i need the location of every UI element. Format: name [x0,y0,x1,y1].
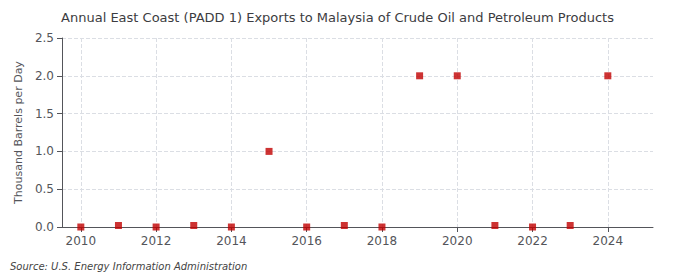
svg-text:Source: U.S. Energy Informatio: Source: U.S. Energy Information Administ… [10,261,247,272]
svg-text:Thousand Barrels per Day: Thousand Barrels per Day [12,61,25,205]
svg-text:2022: 2022 [517,234,548,248]
svg-text:2.0: 2.0 [35,69,54,83]
svg-text:2014: 2014 [216,234,247,248]
svg-text:2016: 2016 [291,234,322,248]
svg-text:2024: 2024 [593,234,624,248]
svg-text:2020: 2020 [442,234,473,248]
svg-text:2010: 2010 [66,234,97,248]
svg-text:1.5: 1.5 [35,107,54,121]
svg-text:2018: 2018 [367,234,398,248]
svg-text:2012: 2012 [141,234,172,248]
svg-text:2.5: 2.5 [35,31,54,45]
svg-text:0.0: 0.0 [35,220,54,234]
svg-text:1.0: 1.0 [35,144,54,158]
svg-text:0.5: 0.5 [35,182,54,196]
svg-text:Annual East Coast (PADD 1) Exp: Annual East Coast (PADD 1) Exports to Ma… [61,10,614,25]
